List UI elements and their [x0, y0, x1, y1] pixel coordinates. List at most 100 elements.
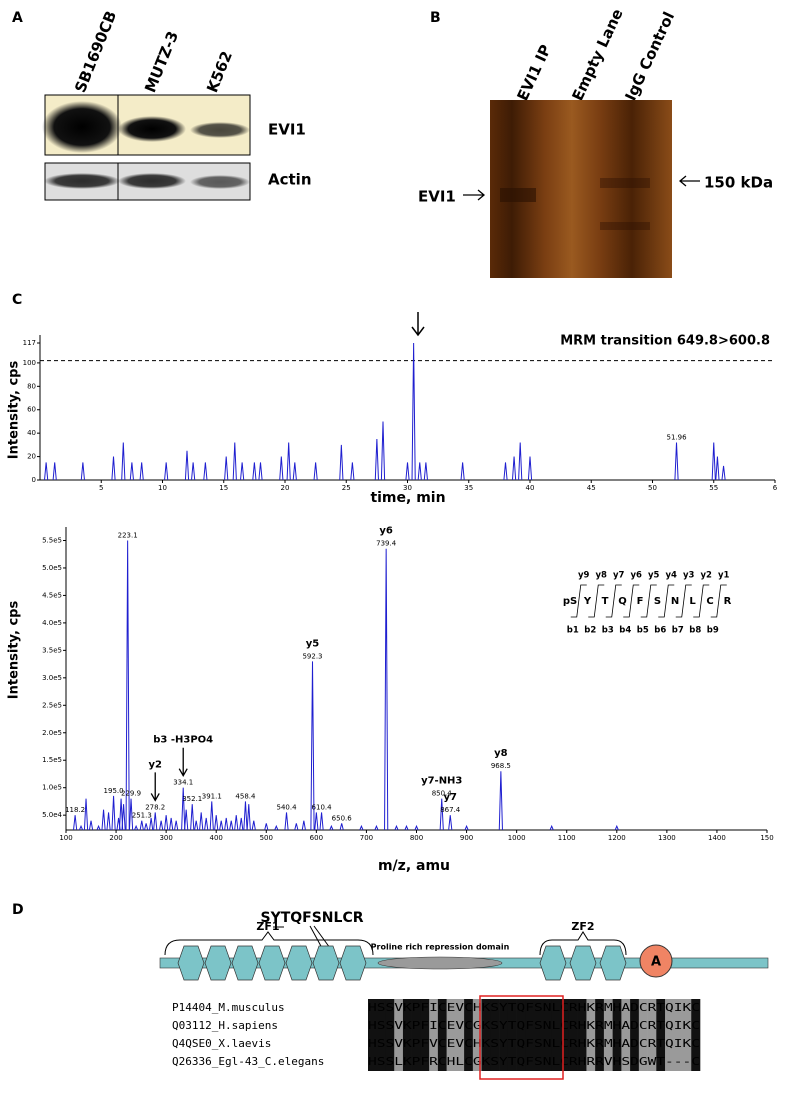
peak-label: 968.5 [491, 762, 511, 770]
peak [184, 450, 190, 481]
lane-label: MUTZ-3 [141, 29, 182, 96]
peak [503, 462, 508, 481]
alignment-cell [560, 999, 570, 1071]
peak [191, 462, 196, 481]
peak [240, 462, 245, 481]
y-tick-label: 2.0e5 [42, 729, 62, 737]
peak [527, 456, 533, 481]
alignment-cell [525, 999, 535, 1071]
domain-label: ZF1 [256, 920, 279, 933]
blot-band [118, 173, 186, 189]
alignment-cell [568, 999, 578, 1071]
alignment-cell [490, 999, 500, 1071]
ion-label: b3 -H3PO4 [153, 735, 213, 746]
peak [159, 820, 164, 831]
ion-label: y8 [494, 748, 508, 759]
y-tick-label: 117 [23, 339, 36, 347]
peak [121, 442, 126, 481]
y-tick-label: 2.5e5 [42, 701, 62, 709]
sequence-name: Q03112_H.sapiens [172, 1019, 278, 1032]
peak [169, 817, 174, 831]
peak [139, 820, 144, 831]
alignment: P14404_M.musculus HSSVKPFICEVCHKSYTQFSNLC… [172, 999, 701, 1071]
peak-label: 610.4 [312, 803, 333, 811]
x-tick-label: 5 [99, 484, 103, 492]
y-tick-label: 4.5e5 [42, 591, 62, 599]
peak [139, 462, 144, 481]
lane-label: SB1690CB [71, 8, 120, 95]
peak [83, 798, 89, 831]
alignment-cell [603, 999, 613, 1071]
axis [39, 335, 775, 481]
peak-label: 118.2 [65, 806, 85, 814]
zinc-fingers [177, 945, 627, 981]
b-ion: b6 [654, 626, 666, 636]
peak [374, 824, 379, 831]
peak [414, 824, 419, 831]
marker-label: 150 kDa [704, 174, 773, 192]
peak [359, 824, 364, 831]
residue: T [602, 596, 609, 607]
peak [174, 820, 179, 831]
peak [417, 462, 422, 481]
residue: Y [583, 596, 592, 607]
ion-label: y6 [379, 526, 393, 537]
peak [674, 442, 679, 481]
y-ion: y5 [648, 571, 660, 581]
alignment-cell [577, 999, 587, 1071]
peak [721, 465, 726, 481]
alignment-cell [551, 999, 561, 1071]
peak [464, 824, 469, 831]
alignment-cell [534, 999, 544, 1071]
axis [65, 527, 767, 831]
sequence: HSSVKPFVCEVCHKSYTQFSNLCRHKRMHADCRTQIKC [368, 1037, 700, 1050]
peak [203, 462, 208, 481]
y-tick-label: 5.0e4 [42, 811, 62, 819]
alignment-cell [682, 999, 692, 1071]
peak [190, 804, 195, 831]
alignment-cell [376, 999, 386, 1071]
peak-label: 391.1 [202, 792, 222, 800]
blot-band [190, 122, 250, 138]
b-ion: b3 [602, 626, 614, 636]
y-tick-label: 5.0e5 [42, 564, 62, 572]
domain-label: ZF2 [571, 920, 594, 933]
y-tick-label: 100 [23, 359, 36, 367]
alignment-cell [472, 999, 482, 1071]
peak [518, 442, 523, 481]
b-ion: b2 [584, 626, 596, 636]
fragment-bracket [588, 584, 605, 618]
x-tick-label: 1000 [508, 834, 526, 842]
peak [194, 820, 199, 831]
peak-label: 223.1 [118, 531, 138, 539]
peak [106, 812, 111, 831]
x-tick-label: 30 [403, 484, 412, 492]
peak [264, 823, 269, 831]
zinc-finger [539, 945, 567, 981]
y-tick-label: 3.0e5 [42, 674, 62, 682]
peak [274, 824, 279, 831]
residue: F [637, 596, 644, 607]
peak [292, 462, 297, 481]
b-ion: b4 [619, 626, 631, 636]
peak [144, 823, 149, 831]
highlight-box [479, 995, 564, 1080]
zinc-finger [569, 945, 597, 981]
alignment-cell [507, 999, 517, 1071]
x-tick-label: 50 [648, 484, 657, 492]
peak [498, 771, 503, 831]
peak [111, 795, 116, 831]
peak [319, 812, 324, 831]
y-ion: y8 [596, 571, 608, 581]
peak-label: 867.4 [440, 806, 461, 814]
peak [339, 444, 344, 481]
peak [339, 823, 344, 831]
peak [73, 815, 78, 831]
peak-label: 251.3 [132, 812, 152, 820]
alignment-cell [691, 999, 701, 1071]
x-tick-label: 15 [219, 484, 228, 492]
peak-label: 850.4 [432, 790, 453, 798]
sequence-name: Q26336_Egl-43_C.elegans [172, 1055, 324, 1068]
x-tick-label: 35 [464, 484, 473, 492]
peak [511, 456, 517, 481]
